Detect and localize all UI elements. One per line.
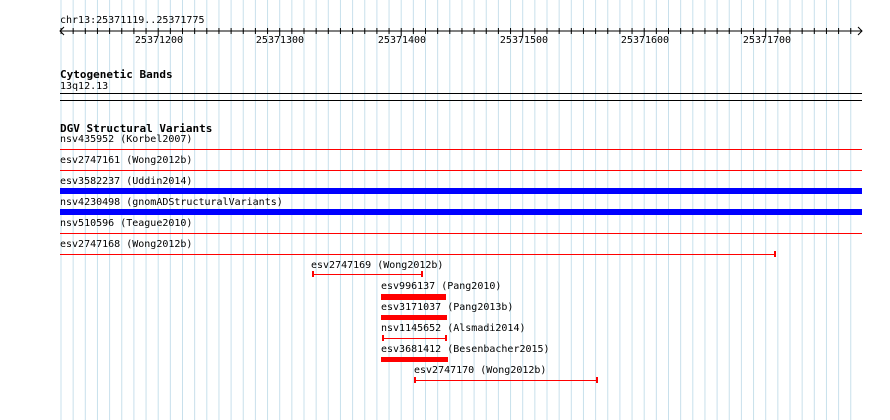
variant-bar xyxy=(381,315,447,320)
ruler-arrow-right-icon xyxy=(857,26,863,36)
variant-label: nsv435952 (Korbel2007) xyxy=(60,134,193,145)
variant-line xyxy=(382,338,447,339)
variant-label: nsv510596 (Teague2010) xyxy=(60,218,193,229)
variant-bar xyxy=(60,188,862,194)
tick-label: 25371600 xyxy=(620,35,670,46)
variant-line xyxy=(60,149,862,150)
variant-label: esv3582237 (Uddin2014) xyxy=(60,176,193,187)
variant-label: esv2747170 (Wong2012b) xyxy=(414,365,547,376)
tick-label: 25371200 xyxy=(134,35,184,46)
variant-line xyxy=(60,254,776,255)
variant-end-cap xyxy=(596,377,598,383)
variant-label: esv2747161 (Wong2012b) xyxy=(60,155,193,166)
tick-label: 25371700 xyxy=(742,35,792,46)
variant-end-cap xyxy=(312,271,314,277)
variant-line xyxy=(60,170,862,171)
band-line xyxy=(60,93,862,94)
variant-label: esv2747169 (Wong2012b) xyxy=(311,260,444,271)
tick-label: 25371300 xyxy=(255,35,305,46)
variant-bar xyxy=(60,209,862,215)
tick-label: 25371500 xyxy=(499,35,549,46)
variant-label: esv3171037 (Pang2013b) xyxy=(381,302,514,313)
variant-line xyxy=(312,274,423,275)
position-ruler[interactable]: chr13:25371119..25371775 25371200 253713… xyxy=(0,0,890,50)
variant-label: esv996137 (Pang2010) xyxy=(381,281,502,292)
variant-end-cap xyxy=(445,335,447,341)
variant-line xyxy=(414,380,598,381)
track-title: Cytogenetic Bands xyxy=(60,68,173,81)
variant-end-cap xyxy=(382,335,384,341)
variant-end-cap xyxy=(774,251,776,257)
variant-end-cap xyxy=(421,271,423,277)
range-label: chr13:25371119..25371775 xyxy=(60,15,205,26)
variant-bar xyxy=(381,357,448,362)
track-title: DGV Structural Variants xyxy=(60,122,213,135)
band-line xyxy=(60,100,862,101)
variant-label: nsv4230498 (gnomADStructuralVariants) xyxy=(60,197,283,208)
variant-end-cap xyxy=(414,377,416,383)
ruler-arrow-left-icon xyxy=(59,26,65,36)
variant-bar xyxy=(381,294,446,300)
band-label: 13q12.13 xyxy=(60,81,109,92)
variant-line xyxy=(60,233,862,234)
variant-label: esv3681412 (Besenbacher2015) xyxy=(381,344,550,355)
variant-label: esv2747168 (Wong2012b) xyxy=(60,239,193,250)
tick-label: 25371400 xyxy=(377,35,427,46)
variant-label: nsv1145652 (Alsmadi2014) xyxy=(381,323,526,334)
